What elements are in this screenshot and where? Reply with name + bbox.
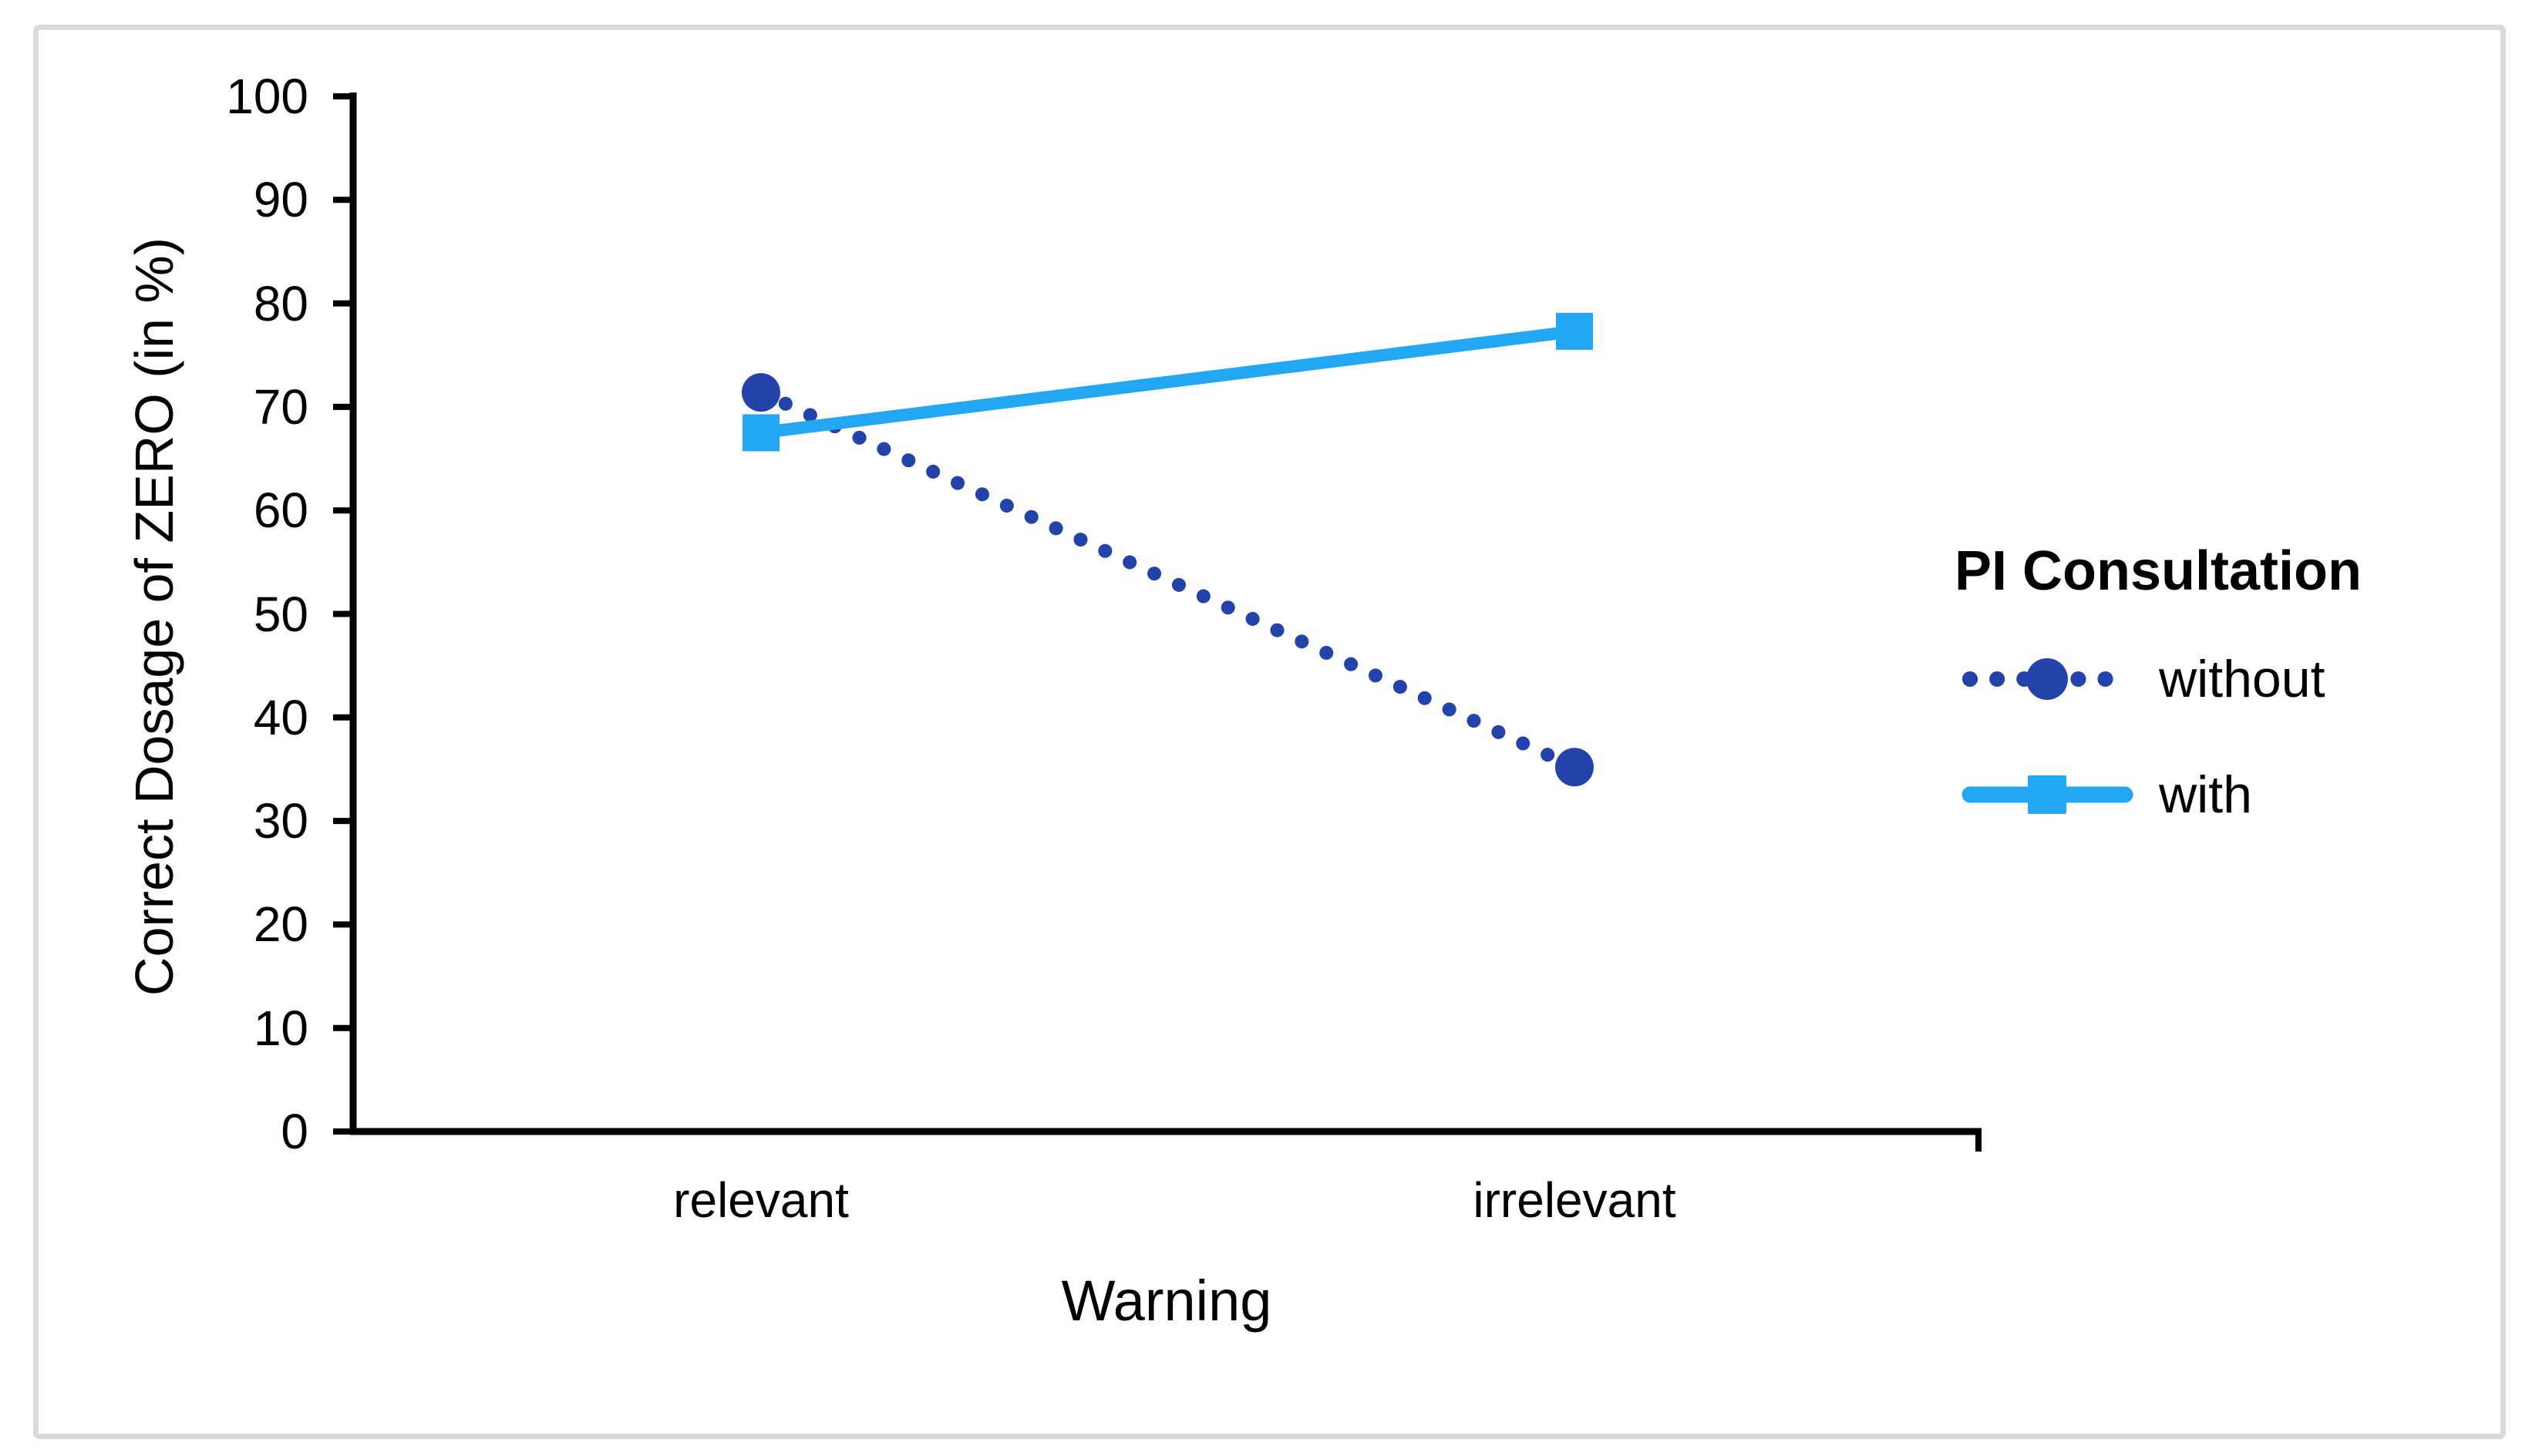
- legend-item-label-with: with: [2159, 765, 2252, 824]
- y-axis-tick-label: 10: [253, 1000, 308, 1056]
- y-axis-tick-label: 90: [253, 172, 308, 228]
- solid-line-square-marker-icon: [1961, 775, 2133, 814]
- data-point-without: [1555, 748, 1594, 787]
- y-axis-tick-label: 80: [253, 275, 308, 331]
- data-point-with: [1556, 312, 1593, 350]
- y-axis-tick-label: 0: [281, 1104, 308, 1159]
- x-axis-title: Warning: [1061, 1269, 1272, 1333]
- y-axis-tick-label: 30: [253, 793, 308, 849]
- y-axis-tick-label: 40: [253, 689, 308, 745]
- y-axis-tick-label: 100: [226, 69, 308, 124]
- figure-border: [33, 25, 2506, 1439]
- y-axis-tick-label: 20: [253, 896, 308, 953]
- x-category-label-irrelevant: irrelevant: [1473, 1172, 1676, 1228]
- legend-item-label-without: without: [2159, 650, 2325, 708]
- legend-item-with: with: [1961, 767, 2252, 822]
- y-axis-tick-label: 70: [253, 378, 308, 435]
- y-axis-title: Correct Dosage of ZERO (in %): [124, 237, 184, 997]
- data-point-with: [743, 414, 780, 452]
- series-line-with: [755, 324, 1581, 439]
- series-line-without: [754, 385, 1581, 775]
- x-category-label-relevant: relevant: [673, 1172, 849, 1228]
- data-point-without: [742, 373, 780, 412]
- legend-item-without: without: [1961, 651, 2325, 707]
- y-axis-tick-label: 60: [253, 483, 308, 539]
- dotted-line-circle-marker-icon: [1962, 658, 2133, 700]
- legend-title: PI Consultation: [1955, 540, 2362, 602]
- y-axis-tick-label: 50: [253, 586, 308, 642]
